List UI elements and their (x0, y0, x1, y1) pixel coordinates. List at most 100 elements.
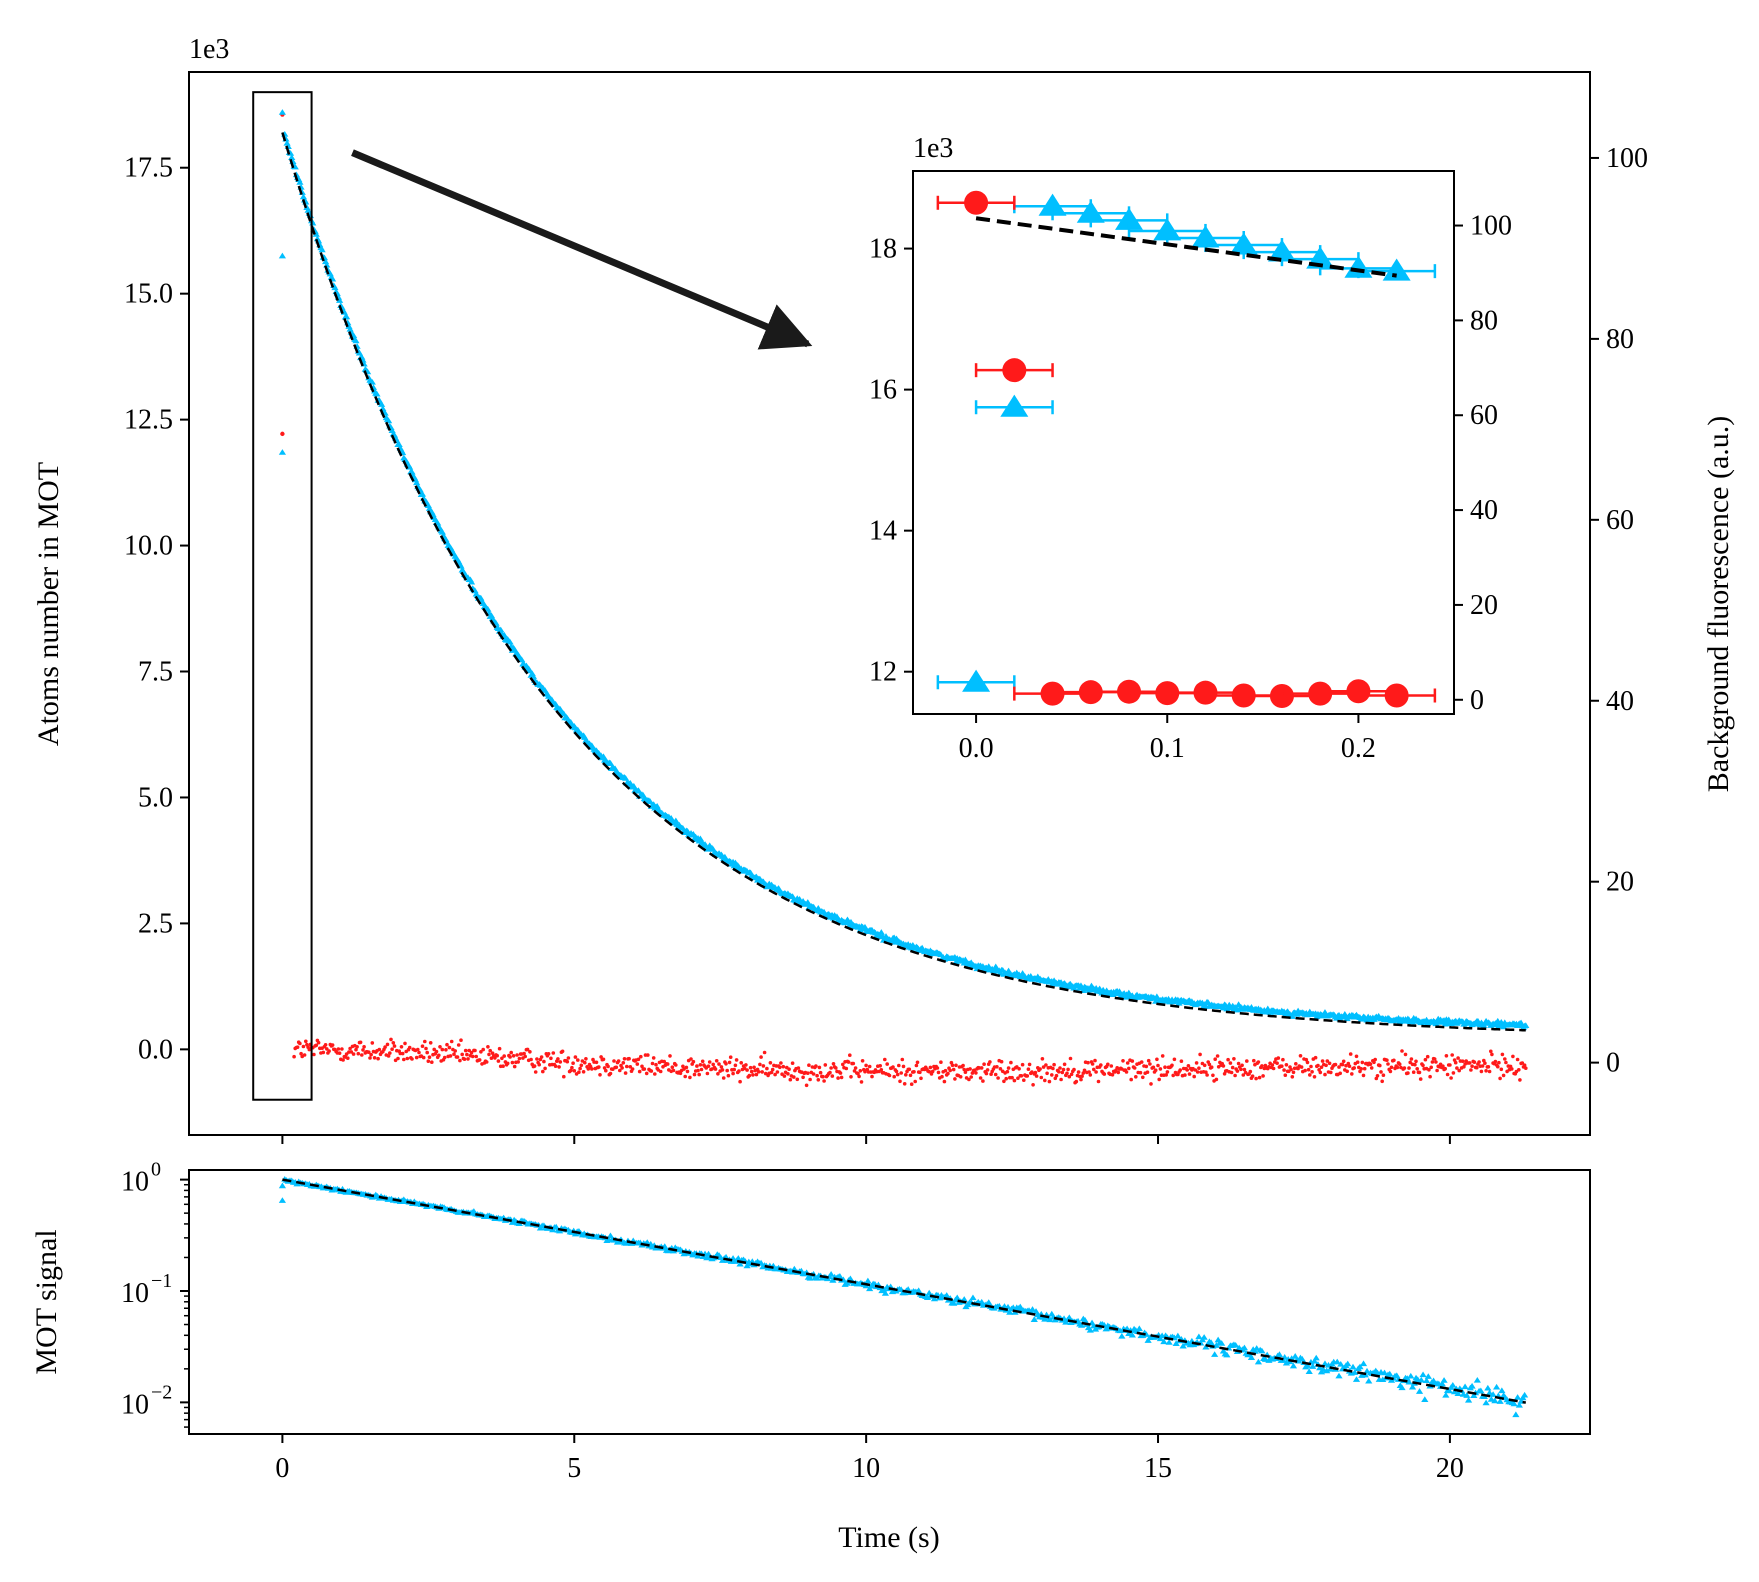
background-point (719, 1065, 724, 1069)
background-point (786, 1072, 790, 1076)
background-point (1086, 1060, 1090, 1065)
background-point (1061, 1067, 1066, 1072)
background-point (867, 1064, 872, 1069)
background-point (444, 1048, 448, 1052)
background-point (697, 1072, 701, 1077)
atoms-point (599, 753, 608, 760)
background-point (829, 1066, 833, 1070)
background-point (1026, 1067, 1031, 1071)
log-atoms-point (1356, 1363, 1364, 1370)
main-y-axis-label: Atoms number in MOT (32, 462, 65, 746)
background-point (781, 1064, 786, 1069)
log-atoms-point (1128, 1331, 1136, 1338)
background-point (936, 1070, 941, 1075)
background-point (1291, 1070, 1296, 1075)
background-point (1204, 1070, 1208, 1074)
background-point (841, 1062, 845, 1067)
background-point (423, 1039, 427, 1044)
atoms-point (622, 775, 630, 781)
background-point (953, 1077, 957, 1081)
background-point (1428, 1074, 1432, 1079)
log-atoms-point (1421, 1396, 1429, 1402)
background-point (946, 1071, 950, 1076)
background-point (912, 1070, 916, 1074)
background-point (822, 1079, 826, 1083)
log-atoms-point (1081, 1317, 1089, 1323)
background-point (1324, 1063, 1328, 1068)
background-point (913, 1079, 917, 1084)
log-atoms-point (1174, 1332, 1182, 1339)
background-point (616, 1059, 621, 1063)
background-point (860, 1059, 865, 1063)
log-atoms-point (950, 1300, 958, 1306)
background-point (481, 1047, 486, 1052)
background-point (1050, 1073, 1054, 1077)
background-point (816, 1078, 821, 1082)
background-point (487, 1052, 491, 1057)
background-point (1044, 1063, 1048, 1067)
background-point (424, 1046, 428, 1051)
background-point (370, 1041, 375, 1045)
background-point (914, 1063, 919, 1068)
background-point (1434, 1060, 1438, 1064)
background-point (462, 1057, 467, 1061)
background-point (1316, 1063, 1320, 1068)
background-point (859, 1080, 864, 1084)
background-point (581, 1070, 586, 1074)
background-point (818, 1070, 823, 1075)
background-point (448, 1054, 453, 1058)
main-panel: 0.0 2.5 5.0 7.5 10.0 12.5 15.0 17.5 0 20 40 60 80 100… (32, 34, 1735, 1144)
background-point (1369, 1066, 1374, 1070)
background-point (995, 1065, 999, 1069)
atoms-point (1153, 218, 1182, 241)
background-point (336, 1047, 341, 1051)
background-point (968, 1067, 972, 1071)
log-atoms-point (1493, 1383, 1501, 1390)
background-point (452, 1052, 456, 1056)
log-atoms-point (1408, 1383, 1417, 1390)
background-point (576, 1058, 580, 1062)
background-point (717, 1062, 721, 1066)
background-point (1430, 1060, 1435, 1064)
background-point (402, 1057, 406, 1062)
background-point (1092, 1067, 1096, 1072)
background-point (1472, 1060, 1477, 1064)
background-point (1329, 1070, 1333, 1075)
background-point (1400, 1049, 1404, 1053)
background-point (493, 1056, 497, 1060)
background-point (1250, 1074, 1255, 1078)
log-atoms-point (1485, 1389, 1494, 1396)
log-atoms-point (1282, 1359, 1291, 1366)
background-point (870, 1074, 874, 1079)
main-y-offset-text: 1e3 (189, 34, 229, 65)
background-point (556, 1057, 560, 1061)
background-point (640, 1064, 644, 1069)
background-point (1202, 1063, 1207, 1068)
background-point (1493, 1059, 1498, 1064)
background-point (1144, 1064, 1149, 1069)
background-point (361, 1048, 365, 1052)
atoms-point (861, 923, 869, 930)
log-atoms-point (1118, 1332, 1126, 1339)
background-point (1355, 1060, 1360, 1064)
background-point (964, 190, 989, 215)
background-point (599, 1055, 603, 1059)
background-point (399, 1045, 404, 1049)
background-point (301, 1044, 306, 1049)
inset-plot-frame (912, 170, 1455, 715)
background-point (1054, 1073, 1059, 1078)
background-point (670, 1065, 675, 1069)
background-point (1209, 1065, 1214, 1069)
background-point (1040, 1057, 1045, 1061)
background-point (392, 1044, 397, 1048)
log-atoms-point (1305, 1368, 1313, 1375)
log-atoms-point (1310, 1357, 1319, 1364)
background-point (1407, 1066, 1411, 1070)
background-point (421, 1055, 426, 1060)
inset-x-tick-label: 0.1 (1150, 733, 1185, 764)
background-point (1503, 1057, 1507, 1061)
background-point (1254, 1076, 1258, 1081)
atoms-point (630, 782, 638, 789)
background-point (1480, 1064, 1485, 1068)
background-point (416, 1047, 420, 1052)
